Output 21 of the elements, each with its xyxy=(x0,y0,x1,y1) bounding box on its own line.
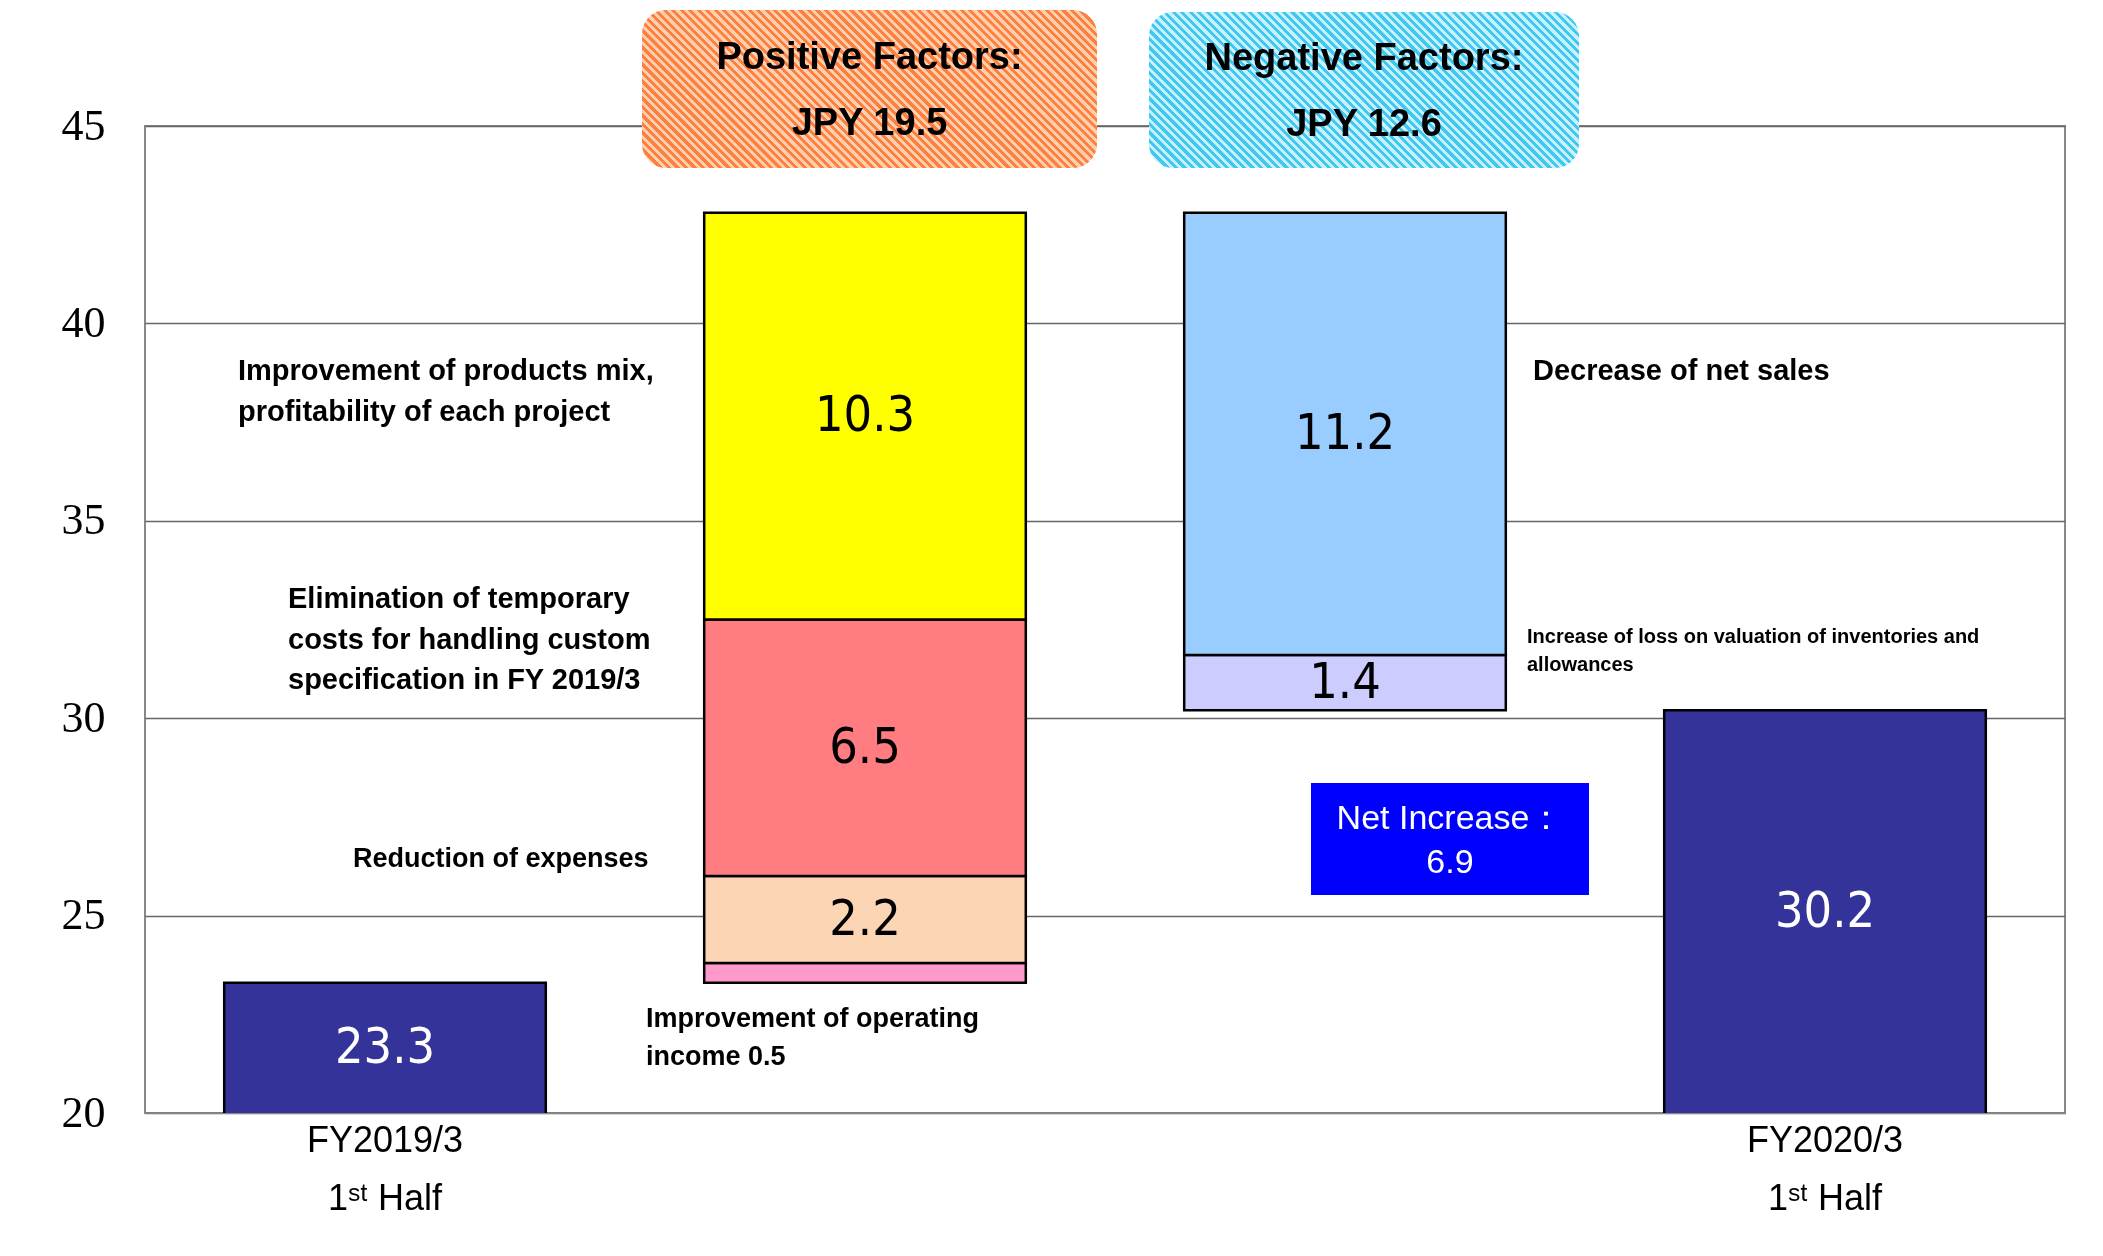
data-label: 1.4 xyxy=(1309,651,1381,710)
data-label: 11.2 xyxy=(1294,402,1396,461)
x-tick-label: FY2020/3 1ˢᵗ Half xyxy=(1746,1118,1904,1218)
y-tick-label: 20 xyxy=(61,1087,106,1137)
annotation: Improvement of operating income 0.5 xyxy=(646,1002,980,1073)
y-tick-label: 25 xyxy=(61,890,106,940)
data-label: 2.2 xyxy=(829,888,901,947)
y-tick-label: 45 xyxy=(61,100,106,150)
data-label: 23.3 xyxy=(334,1016,436,1075)
annotation: Reduction of expenses xyxy=(353,842,649,875)
data-label: 30.2 xyxy=(1774,880,1876,939)
annotation: Increase of loss on valuation of inventories and allowances xyxy=(1527,624,1980,677)
annotation: Decrease of net sales xyxy=(1533,353,1830,388)
data-label: 10.3 xyxy=(814,385,916,444)
y-tick-label: 40 xyxy=(61,297,106,347)
data-label: 6.5 xyxy=(829,716,901,775)
x-tick-label: FY2019/3 1ˢᵗ Half xyxy=(306,1118,464,1218)
annotation: Elimination of temporary costs for handling custom specification in FY 2019/3 xyxy=(288,581,651,698)
y-tick-label: 35 xyxy=(61,495,106,545)
y-tick-label: 30 xyxy=(61,692,106,742)
annotation: Improvement of products mix, profitability of each project xyxy=(238,353,654,429)
